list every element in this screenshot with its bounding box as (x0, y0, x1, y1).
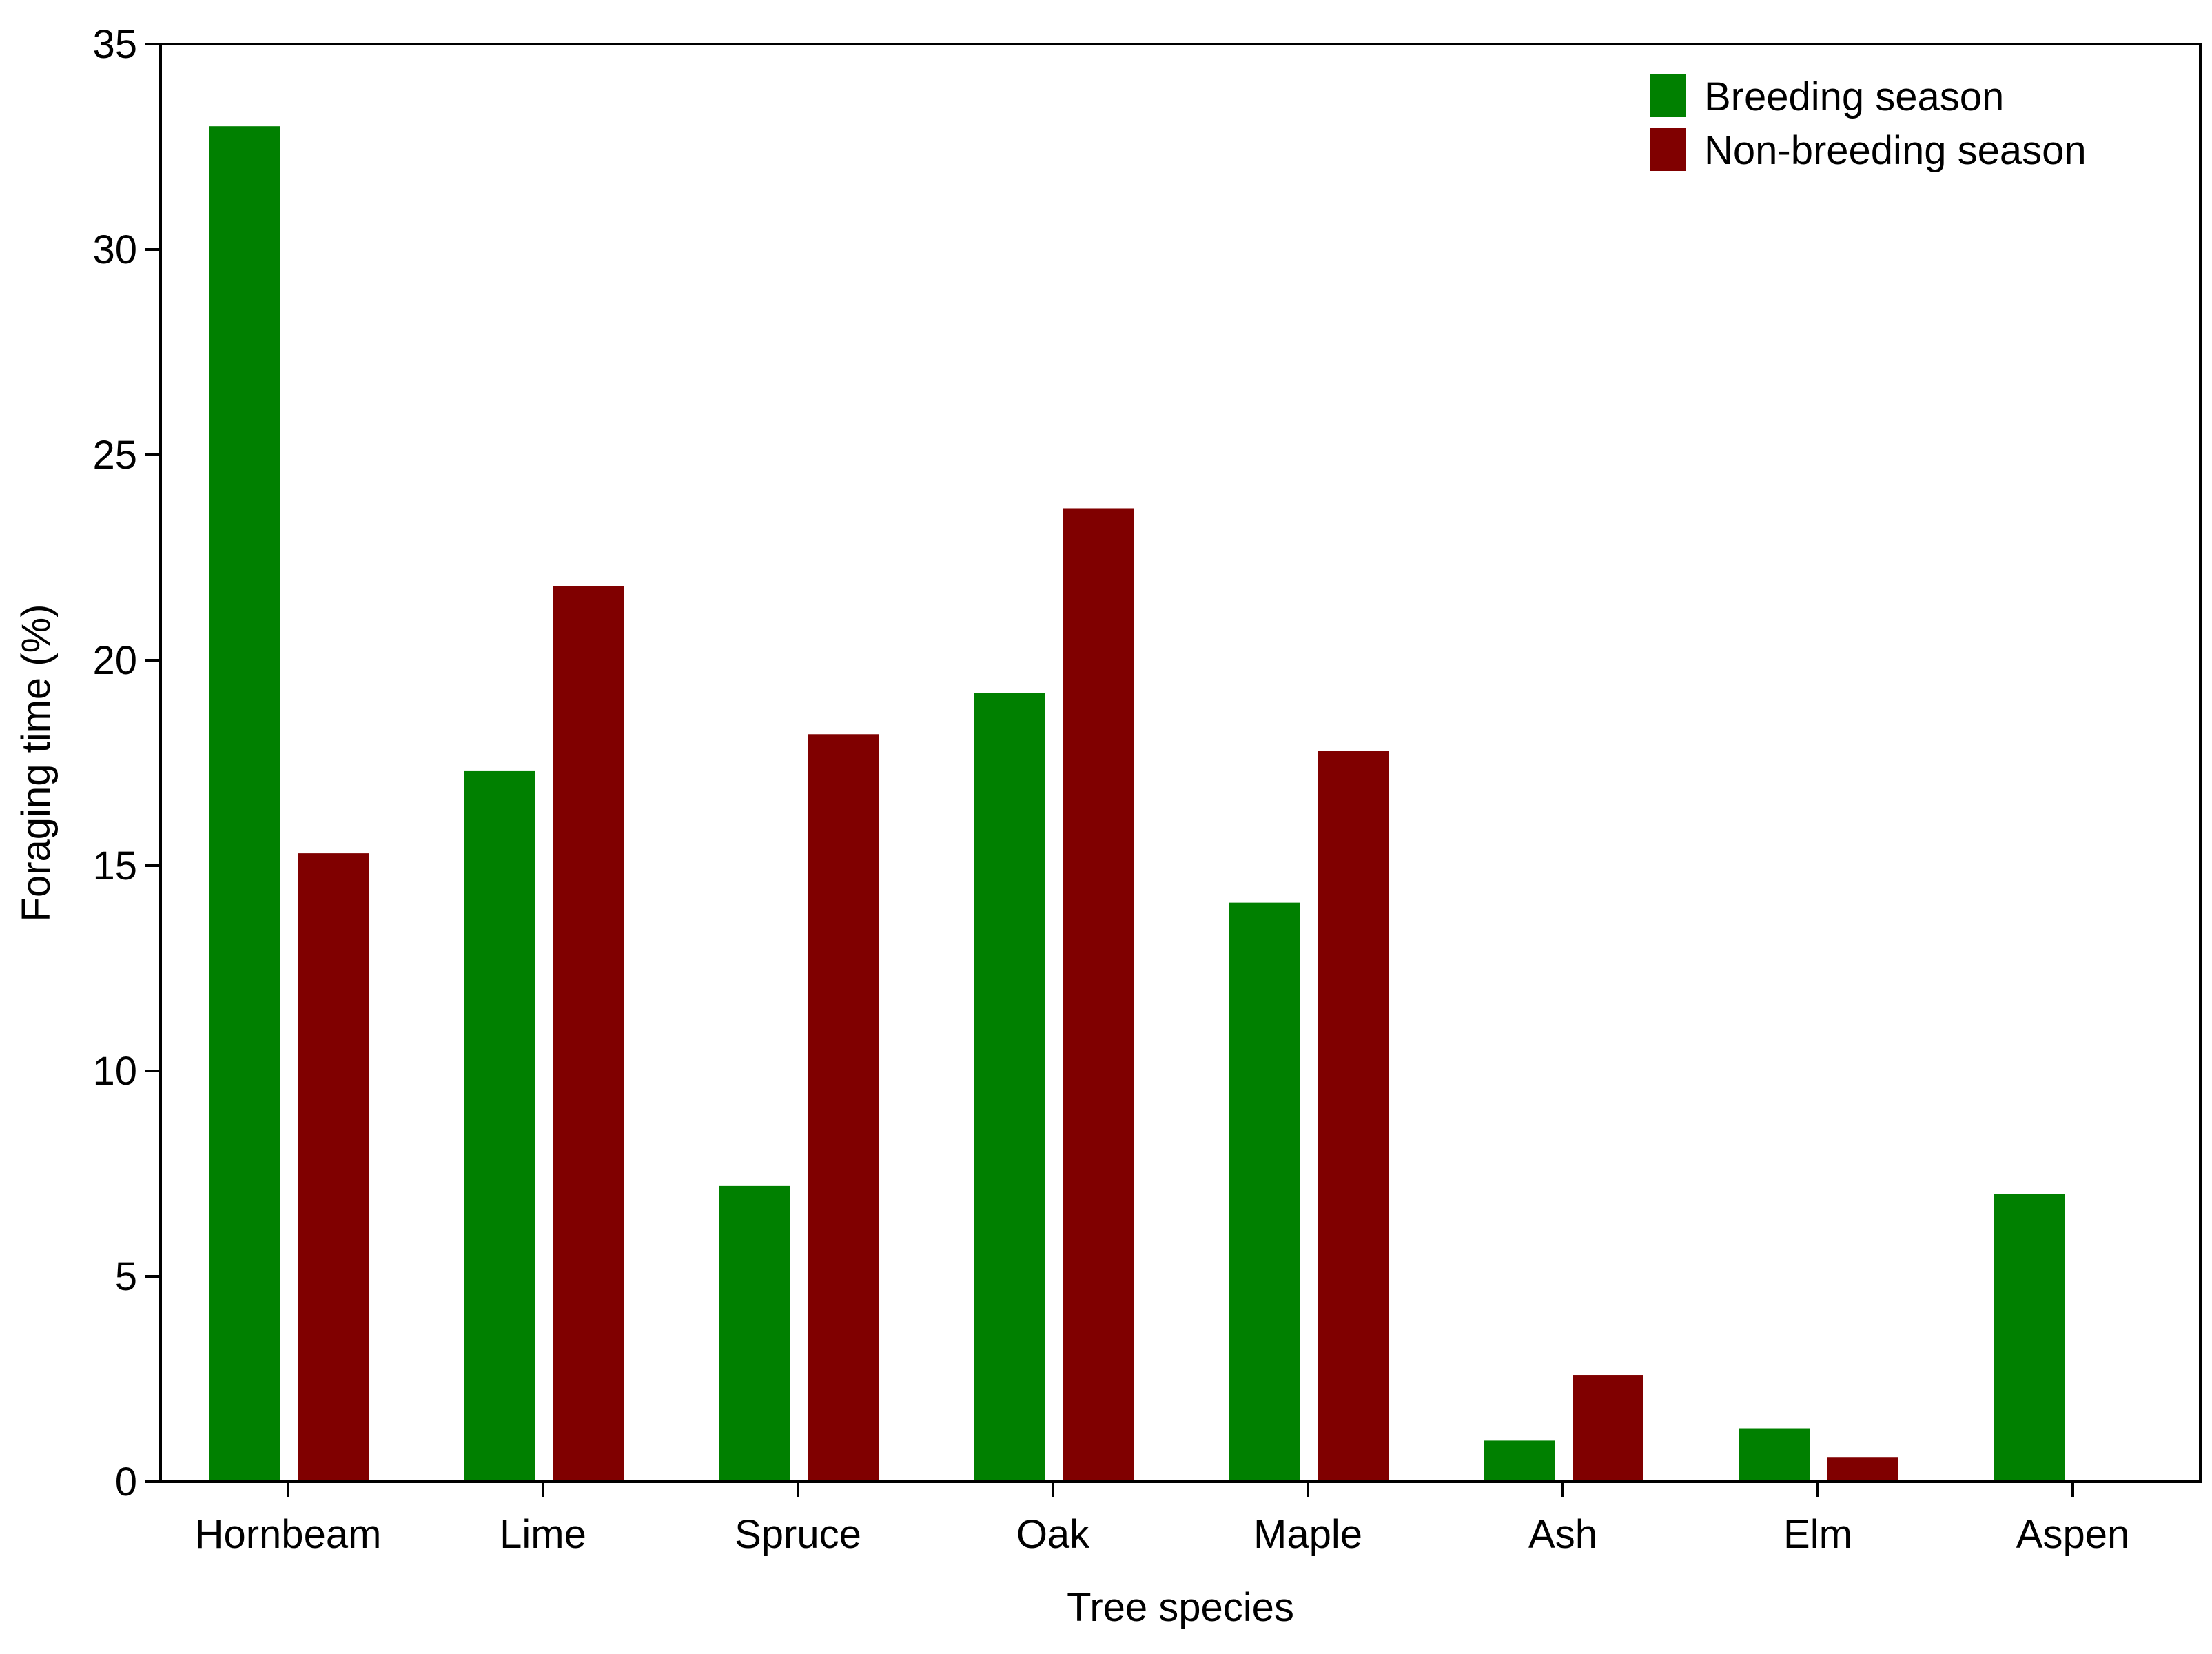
bar-maple-breeding-season (1229, 902, 1300, 1482)
bar-hornbeam-non-breeding-season (298, 853, 369, 1482)
x-tick-label: Oak (1016, 1512, 1090, 1557)
bar-elm-non-breeding-season (1827, 1457, 1898, 1482)
x-tick-label: Elm (1783, 1512, 1852, 1557)
x-tick-label: Hornbeam (195, 1512, 382, 1557)
bar-ash-breeding-season (1484, 1440, 1555, 1482)
y-tick-label: 30 (92, 227, 137, 272)
y-tick-label: 35 (92, 22, 137, 67)
bars-layer (209, 126, 2065, 1482)
bar-oak-breeding-season (974, 693, 1045, 1482)
x-tick-label: Maple (1253, 1512, 1362, 1557)
x-axis: Hornbeam Lime Spruce Oak Maple Ash Elm Aspen (195, 1482, 2129, 1557)
bar-lime-breeding-season (464, 770, 535, 1482)
x-tick-label: Aspen (2016, 1512, 2129, 1557)
bar-maple-non-breeding-season (1318, 751, 1389, 1482)
legend-swatch-non-breeding-season (1650, 128, 1686, 171)
bar-elm-breeding-season (1739, 1428, 1810, 1482)
bar-spruce-non-breeding-season (808, 734, 879, 1482)
bar-ash-non-breeding-season (1573, 1375, 1643, 1482)
legend-label-non-breeding-season: Non-breeding season (1704, 128, 2087, 173)
y-tick-label: 5 (115, 1254, 137, 1299)
y-tick-label: 10 (92, 1049, 137, 1094)
y-tick-label: 25 (92, 433, 137, 478)
bar-aspen-breeding-season (1994, 1194, 2065, 1482)
y-tick-label: 15 (92, 844, 137, 888)
bar-hornbeam-breeding-season (209, 126, 280, 1482)
legend-swatch-breeding-season (1650, 74, 1686, 117)
x-tick-label: Ash (1528, 1512, 1597, 1557)
x-tick-label: Lime (500, 1512, 586, 1557)
x-tick-label: Spruce (735, 1512, 861, 1557)
legend-label-breeding-season: Breeding season (1704, 74, 2004, 119)
plot-frame (159, 43, 2202, 1483)
y-axis-title: Foraging time (%) (14, 604, 59, 922)
y-axis: 0 5 10 15 20 25 30 35 (92, 22, 161, 1504)
y-tick-label: 0 (115, 1460, 137, 1504)
bar-oak-non-breeding-season (1063, 508, 1134, 1482)
x-axis-title: Tree species (1067, 1585, 1294, 1630)
bar-lime-non-breeding-season (553, 586, 624, 1482)
legend: Breeding season Non-breeding season (1650, 74, 2087, 173)
y-tick-label: 20 (92, 638, 137, 683)
bar-spruce-breeding-season (719, 1185, 790, 1482)
